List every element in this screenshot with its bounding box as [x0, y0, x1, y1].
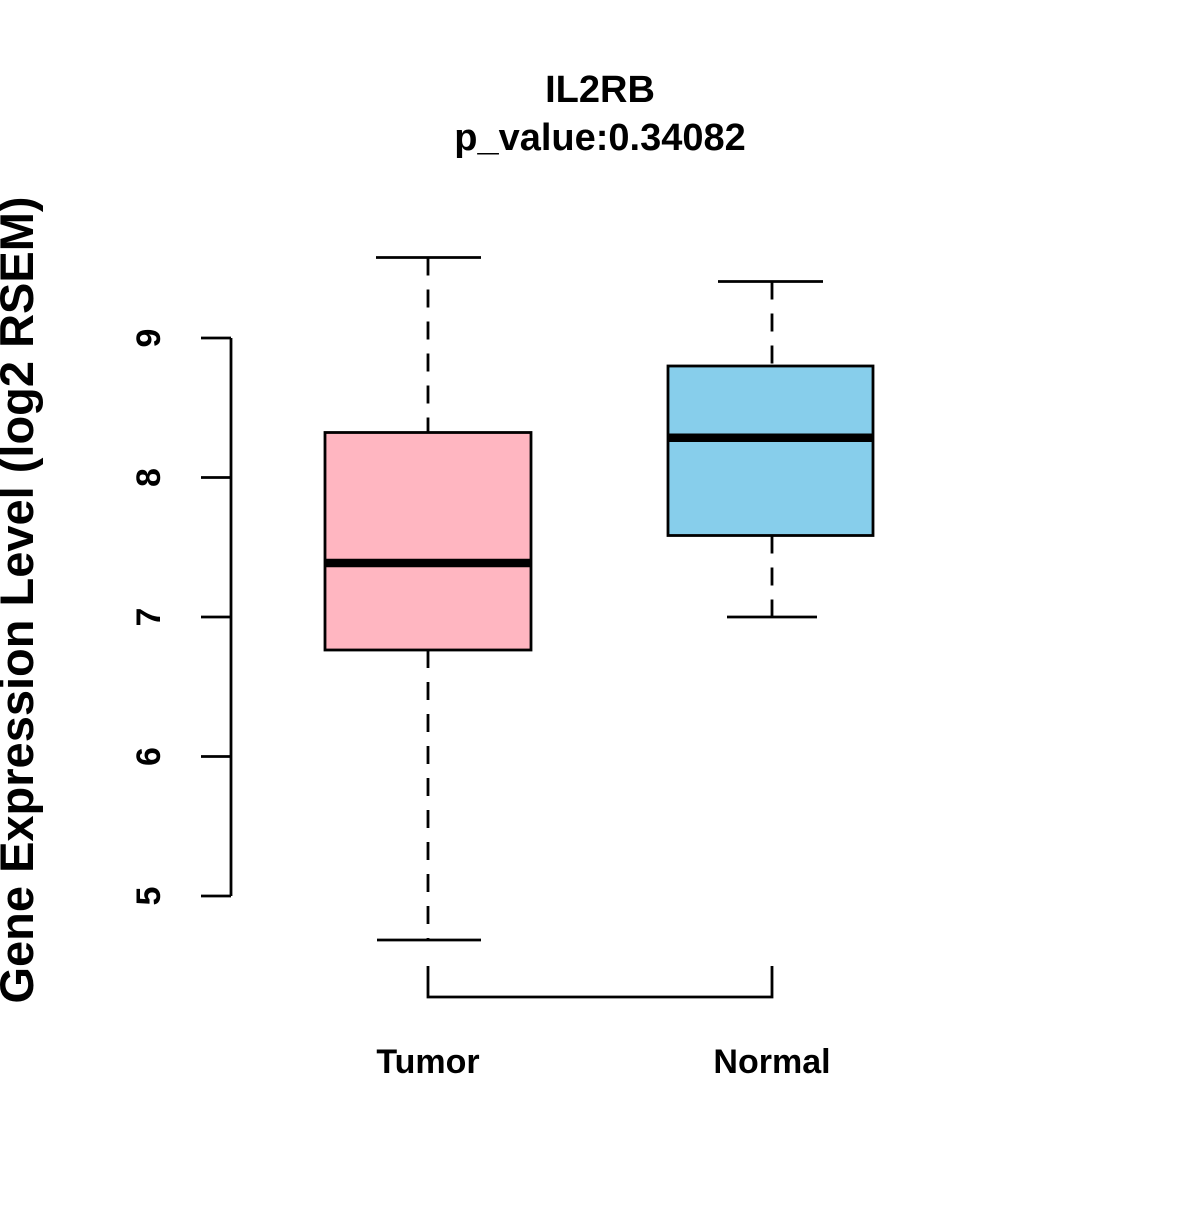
svg-text:9: 9 — [130, 329, 168, 348]
svg-text:Tumor: Tumor — [376, 1043, 479, 1081]
svg-text:p_value:0.34082: p_value:0.34082 — [454, 117, 746, 159]
svg-text:IL2RB: IL2RB — [545, 69, 655, 111]
svg-text:7: 7 — [130, 608, 168, 627]
svg-text:Normal: Normal — [713, 1043, 830, 1081]
svg-text:8: 8 — [130, 468, 168, 487]
svg-text:5: 5 — [130, 887, 168, 906]
svg-text:Gene Expression Level (log2 RS: Gene Expression Level (log2 RSEM) — [0, 196, 43, 1003]
svg-text:6: 6 — [130, 747, 168, 766]
